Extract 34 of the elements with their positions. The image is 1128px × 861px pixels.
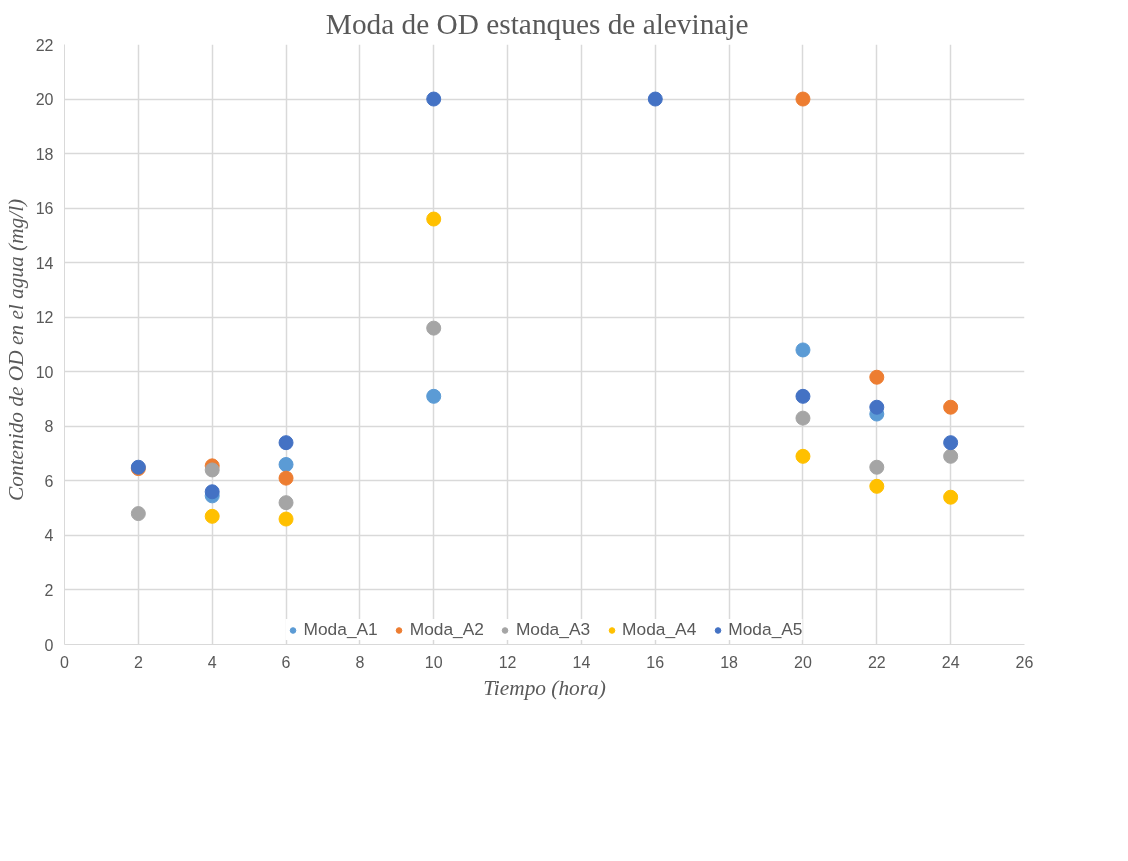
x-tick-label: 24 — [941, 653, 960, 671]
x-tick-label: 14 — [572, 653, 591, 671]
y-axis-title: Contenido de OD en el agua (mg/l) — [3, 198, 28, 501]
legend-label: Moda_A2 — [409, 619, 484, 640]
y-tick-label: 0 — [44, 636, 54, 654]
y-tick-label: 2 — [44, 581, 54, 599]
x-tick-label: 12 — [498, 653, 517, 671]
chart-title: Moda de OD estanques de alevinaje — [325, 7, 749, 40]
x-tick-label: 26 — [1015, 653, 1034, 671]
y-tick-label: 20 — [35, 91, 54, 109]
y-tick-label: 12 — [35, 309, 54, 327]
x-tick-label: 10 — [424, 653, 443, 671]
legend-label: Moda_A4 — [622, 619, 697, 640]
x-tick-label: 18 — [720, 653, 739, 671]
y-tick-label: 6 — [44, 472, 54, 490]
y-tick-label: 10 — [35, 363, 54, 381]
x-tick-label: 22 — [867, 653, 886, 671]
legend-label: Moda_A1 — [303, 619, 378, 640]
x-tick-label: 0 — [60, 653, 70, 671]
x-tick-label: 20 — [794, 653, 812, 671]
x-tick-label: 16 — [646, 653, 665, 671]
y-tick-label: 22 — [35, 36, 54, 54]
y-tick-label: 14 — [35, 254, 54, 272]
x-tick-label: 6 — [281, 653, 291, 671]
x-tick-label: 4 — [207, 653, 217, 671]
x-tick-label: 2 — [133, 653, 143, 671]
legend-label: Moda_A5 — [728, 619, 803, 640]
x-axis-title: Tiempo (hora) — [483, 675, 606, 700]
x-tick-label: 8 — [355, 653, 365, 671]
legend-label: Moda_A3 — [515, 619, 591, 640]
y-tick-label: 16 — [35, 200, 54, 218]
y-tick-label: 8 — [44, 418, 54, 436]
y-tick-label: 4 — [44, 527, 54, 545]
y-tick-label: 18 — [35, 145, 54, 163]
